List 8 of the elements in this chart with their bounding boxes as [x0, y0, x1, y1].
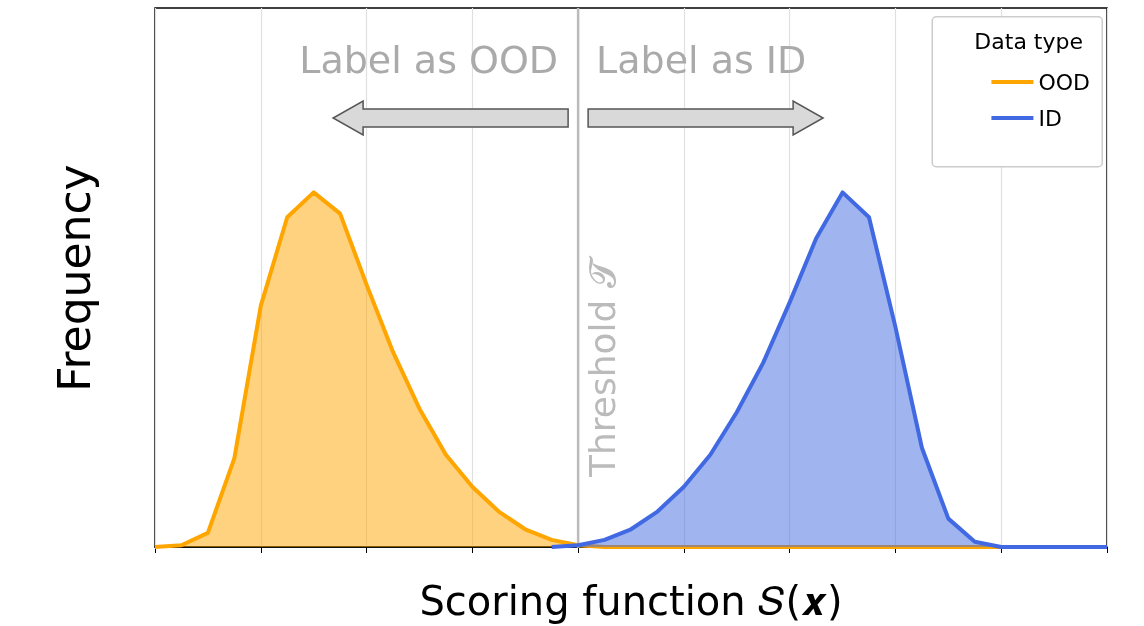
y-axis-title: Frequency	[48, 164, 100, 392]
text: Label as OOD	[299, 38, 559, 82]
x-axis-title: Scoring function 𝑆(𝒙)	[419, 578, 843, 624]
annotation: Threshold 𝓣	[581, 255, 623, 478]
legend-label: OOD	[1038, 69, 1090, 95]
legend-label: ID	[1038, 105, 1062, 131]
legend-title: Data type	[974, 28, 1083, 54]
text: Label as ID	[596, 38, 807, 82]
